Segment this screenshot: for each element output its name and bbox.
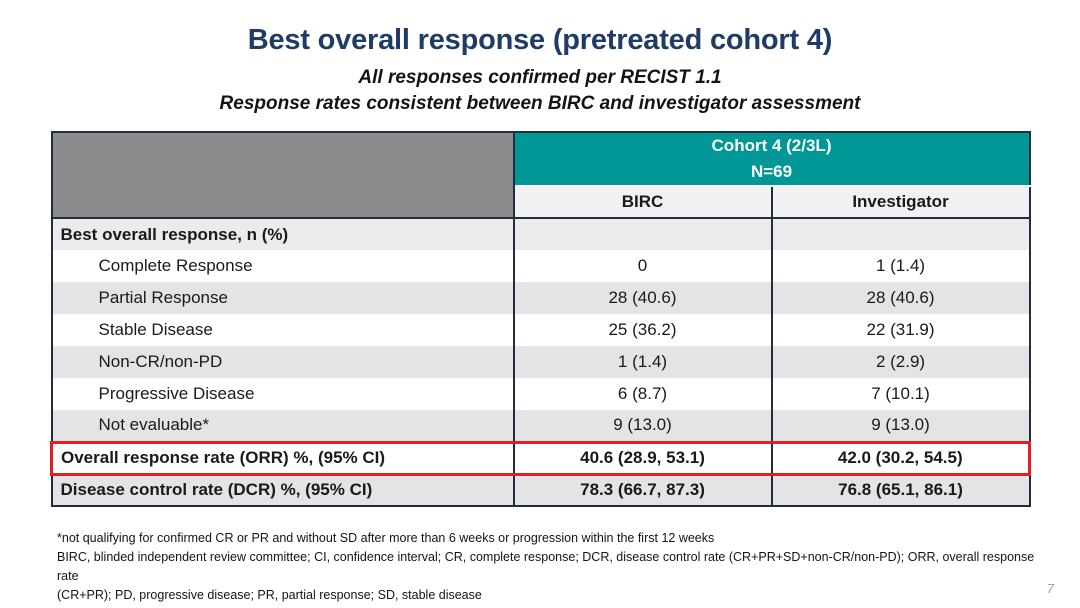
birc-value: 28 (40.6) [512,282,772,314]
birc-value: 78.3 (66.7, 87.3) [512,474,772,506]
page-number: 7 [1046,581,1054,596]
birc-value: 40.6 (28.9, 53.1) [512,440,772,476]
birc-value: 6 (8.7) [512,378,772,410]
table-row-best-overall-response: Best overall response, n (%) [51,218,1030,250]
footnote-line-3: (CR+PR); PD, progressive disease; PR, pa… [57,588,482,602]
column-header-birc: BIRC [512,185,772,219]
investigator-value: 1 (1.4) [770,250,1030,282]
table-row-stable-disease: Stable Disease 25 (36.2) 22 (31.9) [51,314,1030,346]
investigator-value: 76.8 (65.1, 86.1) [770,474,1030,506]
subtitle-consistency: Response rates consistent between BIRC a… [219,93,861,114]
row-label: Best overall response, n (%) [51,218,514,250]
best-overall-response-table: Cohort 4 (2/3L) N=69 BIRC Investigator B… [50,131,1032,507]
table-row-not-evaluable: Not evaluable* 9 (13.0) 9 (13.0) [51,410,1030,442]
table-row-progressive-disease: Progressive Disease 6 (8.7) 7 (10.1) [51,378,1030,410]
investigator-value: 28 (40.6) [770,282,1030,314]
table-row-dcr: Disease control rate (DCR) %, (95% CI) 7… [51,474,1030,506]
investigator-value: 9 (13.0) [770,410,1030,442]
page-title: Best overall response (pretreated cohort… [247,24,833,56]
birc-value: 25 (36.2) [512,314,772,346]
cohort-header-line1: Cohort 4 (2/3L) [711,136,832,155]
investigator-value: 22 (31.9) [770,314,1030,346]
investigator-value [770,218,1030,250]
column-header-investigator: Investigator [770,185,1030,219]
footnotes: *not qualifying for confirmed CR or PR a… [57,529,1047,605]
row-label: Non-CR/non-PD [51,346,514,378]
row-label: Partial Response [51,282,514,314]
birc-value: 0 [512,250,772,282]
cohort-header-line2: N=69 [750,162,793,181]
table-row-orr-highlighted: Overall response rate (ORR) %, (95% CI) … [50,440,1032,476]
group-header-row: Cohort 4 (2/3L) N=69 [51,132,1030,219]
table-row-complete-response: Complete Response 0 1 (1.4) [51,250,1030,282]
investigator-value: 2 (2.9) [770,346,1030,378]
row-label: Not evaluable* [51,410,514,442]
footnote-line-2: BIRC, blinded independent review committ… [57,550,1035,583]
investigator-value: 7 (10.1) [770,378,1030,410]
row-label: Overall response rate (ORR) %, (95% CI) [50,440,514,476]
cohort-header-cell: Cohort 4 (2/3L) N=69 [513,132,1030,187]
birc-value: 1 (1.4) [512,346,772,378]
subtitle-recist: All responses confirmed per RECIST 1.1 [358,67,722,88]
row-label: Disease control rate (DCR) %, (95% CI) [51,474,514,506]
footnote-line-1: *not qualifying for confirmed CR or PR a… [57,531,715,545]
row-label: Complete Response [51,250,514,282]
row-label: Stable Disease [51,314,514,346]
birc-value: 9 (13.0) [512,410,772,442]
table-row-non-cr-non-pd: Non-CR/non-PD 1 (1.4) 2 (2.9) [51,346,1030,378]
column-header-row: BIRC Investigator [52,185,1030,219]
table-row-partial-response: Partial Response 28 (40.6) 28 (40.6) [51,282,1030,314]
investigator-value: 42.0 (30.2, 54.5) [770,440,1032,476]
birc-value [512,218,772,250]
row-label: Progressive Disease [51,378,514,410]
corner-cell [51,132,515,219]
